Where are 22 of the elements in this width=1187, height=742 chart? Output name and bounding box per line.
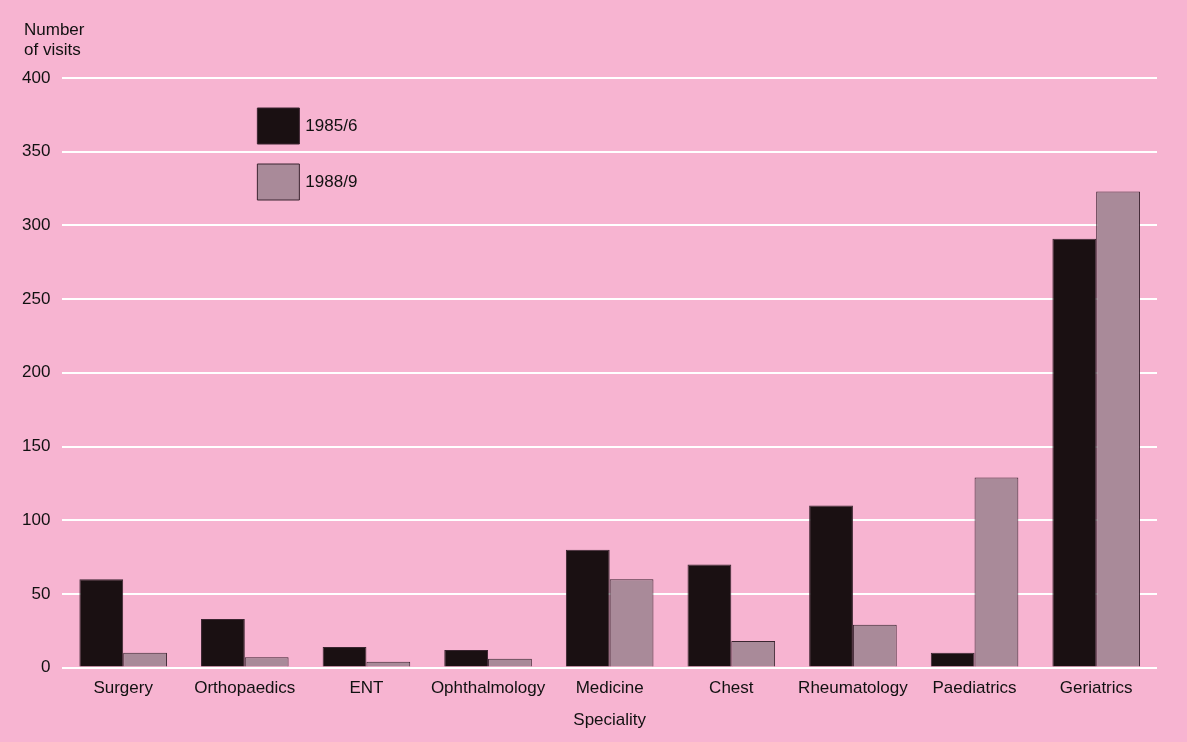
- x-tick-label: Rheumatology: [798, 678, 909, 698]
- y-tick-label: 200: [21, 362, 51, 382]
- y-tick-label: 100: [21, 509, 51, 529]
- y-tick-label: 400: [21, 67, 51, 87]
- y-tick-label: 300: [21, 215, 51, 235]
- y-tick-label: 0: [40, 657, 51, 677]
- x-axis-title: Speciality: [573, 709, 647, 729]
- x-tick-label: ENT: [349, 678, 384, 698]
- legend-label: 1988/9: [305, 171, 358, 191]
- x-tick-label: Orthopaedics: [194, 678, 296, 698]
- x-tick-label: Surgery: [93, 678, 154, 698]
- y-axis-title: Number of visits: [24, 20, 85, 60]
- legend-label: 1985/6: [305, 115, 358, 135]
- y-tick-label: 250: [21, 288, 51, 308]
- x-tick-label: Chest: [709, 678, 754, 698]
- x-tick-label: Paediatrics: [932, 678, 1017, 698]
- y-tick-label: 150: [21, 436, 51, 456]
- x-tick-label: Geriatrics: [1059, 678, 1133, 698]
- y-tick-label: 350: [21, 141, 51, 161]
- x-tick-label: Medicine: [575, 678, 644, 698]
- y-tick-label: 50: [31, 583, 51, 603]
- x-tick-label: Ophthalmology: [430, 678, 546, 698]
